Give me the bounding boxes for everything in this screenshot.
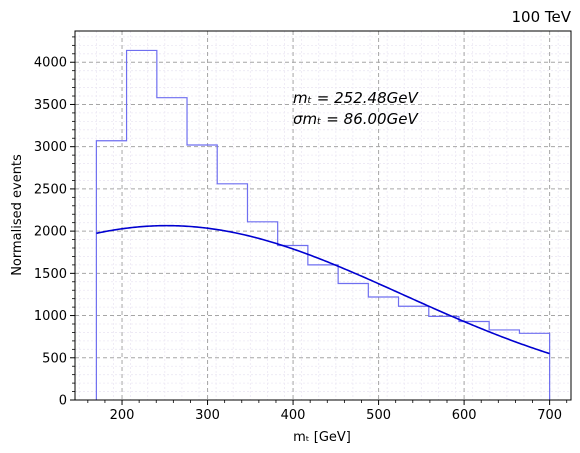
annotation-mean: mₜ = 252.48GeV xyxy=(293,89,419,107)
histogram-bin xyxy=(157,98,187,400)
annotation-sigma: σmₜ = 86.00GeV xyxy=(293,110,419,128)
y-tick-label: 1500 xyxy=(34,267,67,282)
y-axis-label: Normalised events xyxy=(10,154,25,276)
histogram-bin xyxy=(338,283,368,400)
y-tick-label: 500 xyxy=(42,351,67,366)
plot-frame xyxy=(74,30,572,401)
x-tick-label: 400 xyxy=(281,408,306,423)
y-tick-label: 2000 xyxy=(34,225,67,240)
histogram-outline xyxy=(95,49,551,400)
y-tick-label: 4000 xyxy=(34,56,67,71)
y-tick-label: 3000 xyxy=(34,140,67,155)
grid xyxy=(75,31,571,400)
corner-label: 100 TeV xyxy=(511,8,571,26)
histogram-bin xyxy=(217,184,247,400)
histogram-bin xyxy=(308,265,338,400)
x-tick-label: 300 xyxy=(195,408,220,423)
histogram-series xyxy=(95,49,551,400)
y-tick-label: 1000 xyxy=(34,309,67,324)
histogram-bin xyxy=(187,145,217,400)
histogram-bin xyxy=(96,141,126,400)
y-tick-label: 2500 xyxy=(34,182,67,197)
histogram-bin xyxy=(368,297,398,400)
histogram-bin xyxy=(429,316,459,400)
fit-curve-line xyxy=(96,224,550,355)
y-tick-label: 3500 xyxy=(34,98,67,113)
histogram-bin xyxy=(278,245,308,400)
histogram-bin xyxy=(247,222,277,400)
histogram-bin xyxy=(519,333,549,400)
x-tick-label: 600 xyxy=(452,408,477,423)
histogram-bin xyxy=(399,306,429,400)
x-tick-label: 200 xyxy=(110,408,135,423)
x-axis-label: mₜ [GeV] xyxy=(293,430,351,445)
fit-curve-series xyxy=(96,224,550,355)
histogram-bin xyxy=(489,330,519,400)
x-tick-label: 700 xyxy=(537,408,562,423)
histogram-bin xyxy=(459,321,489,400)
y-tick-label: 0 xyxy=(59,394,67,409)
axis-ticks: 200 300 400 500 600 700 0 500 1000 1500 2000 2500 30… xyxy=(34,36,568,423)
x-tick-label: 500 xyxy=(366,408,391,423)
